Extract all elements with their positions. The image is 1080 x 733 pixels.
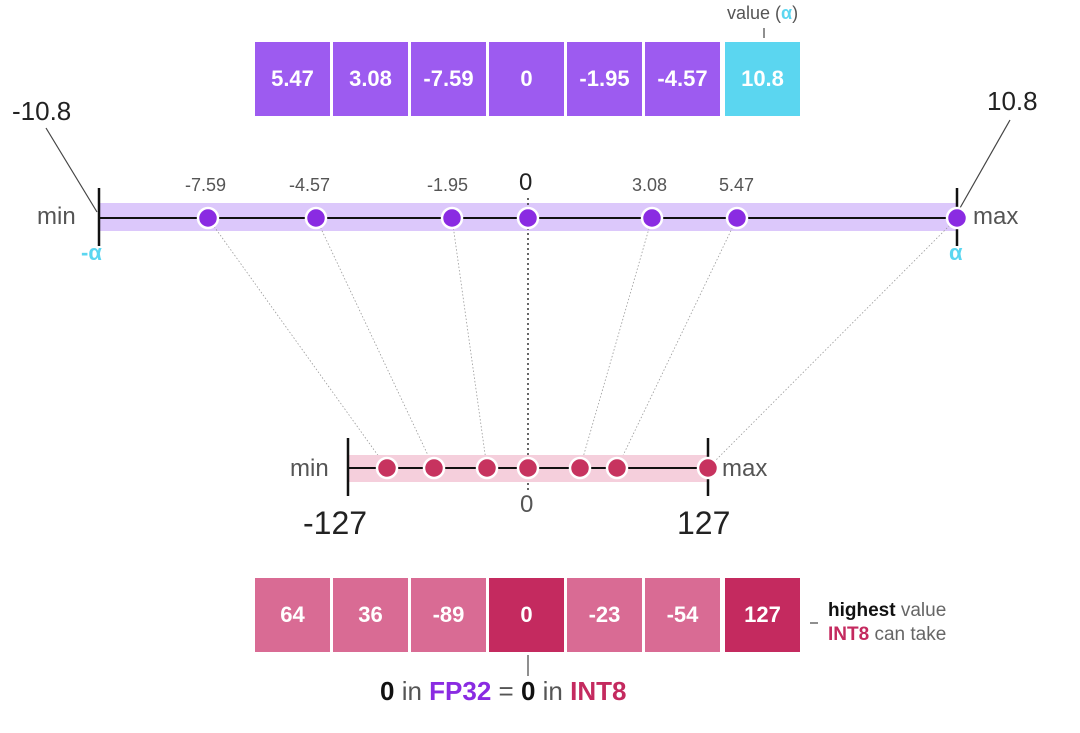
int8-max-label: max xyxy=(722,455,768,482)
fp32-point xyxy=(516,206,540,230)
fp32-cell: -4.57 xyxy=(645,42,720,116)
int8-max-cell: 127 xyxy=(725,578,800,652)
mapping-line xyxy=(707,217,958,469)
caption-zero-int8: 0 xyxy=(520,676,536,706)
fp32-pos-alpha: α xyxy=(949,240,963,265)
int8-zero-label: 0 xyxy=(520,491,534,518)
fp32-cell: -7.59 xyxy=(411,42,486,116)
fp32-point xyxy=(196,206,220,230)
mapping-line xyxy=(616,217,738,469)
fp32-point xyxy=(945,206,969,230)
int8-cell: 64 xyxy=(255,578,330,652)
int8-cell: 36 xyxy=(333,578,408,652)
caption-in-a: in xyxy=(394,676,430,706)
fp32-point xyxy=(304,206,328,230)
fp32-min-value: -10.8 xyxy=(12,96,72,126)
alpha-value-note: value (α) xyxy=(727,3,798,24)
int8-point xyxy=(422,456,446,480)
int8-zero-cell: 0 xyxy=(489,578,564,652)
mapping-line xyxy=(315,217,435,469)
fp32-cell: -1.95 xyxy=(567,42,642,116)
mapping-line xyxy=(207,217,388,469)
int8-point xyxy=(605,456,629,480)
fp32-alpha-cell: 10.8 xyxy=(725,42,800,116)
int8-min-value: -127 xyxy=(303,505,368,541)
int8-point xyxy=(475,456,499,480)
fp32-max-value: 10.8 xyxy=(987,86,1038,116)
fp32-tick-label: -7.59 xyxy=(185,175,227,195)
int8-max-value: 127 xyxy=(677,505,731,541)
note-highest: highest xyxy=(828,600,896,621)
fp32-cell: 0 xyxy=(489,42,564,116)
fp32-neg-alpha: -α xyxy=(81,240,102,265)
fp32-cell: 3.08 xyxy=(333,42,408,116)
int8-highest-note: highest value INT8 can take xyxy=(828,599,946,647)
caption-eq: = xyxy=(491,676,521,706)
fp32-tick-label: 5.47 xyxy=(719,175,755,195)
int8-point xyxy=(375,456,399,480)
int8-cell: -23 xyxy=(567,578,642,652)
caption-zero-fp32: 0 xyxy=(380,676,395,706)
int8-cell: -89 xyxy=(411,578,486,652)
fp32-tick-label: -4.57 xyxy=(289,175,331,195)
int8-point xyxy=(568,456,592,480)
min-leader-line xyxy=(45,127,98,213)
zero-equivalence-caption: 0 in FP32 = 0 in INT8 xyxy=(380,676,626,707)
alpha-symbol: α xyxy=(781,3,793,23)
mapping-line xyxy=(451,217,488,469)
alpha-note-text: value ( xyxy=(727,3,782,23)
note-value: value xyxy=(895,600,947,621)
fp32-cell: 5.47 xyxy=(255,42,330,116)
int8-point xyxy=(696,456,720,480)
fp32-point xyxy=(440,206,464,230)
alpha-note-close: ) xyxy=(792,3,799,23)
fp32-zero-label: 0 xyxy=(519,169,533,196)
mapping-lines xyxy=(207,217,958,469)
note-int8: INT8 xyxy=(828,624,870,645)
fp32-tick-label: 3.08 xyxy=(632,175,668,195)
max-leader-line xyxy=(959,119,1011,209)
fp32-point xyxy=(725,206,749,230)
caption-fp32: FP32 xyxy=(429,676,492,706)
caption-in-b: in xyxy=(535,676,571,706)
fp32-tick-label: -1.95 xyxy=(427,175,469,195)
note-can-take: can take xyxy=(869,624,947,645)
fp32-point xyxy=(640,206,664,230)
caption-int8: INT8 xyxy=(570,676,627,706)
mapping-line xyxy=(579,217,653,469)
int8-min-label: min xyxy=(290,455,329,482)
fp32-max-label: max xyxy=(973,203,1019,230)
int8-cell: -54 xyxy=(645,578,720,652)
int8-point xyxy=(516,456,540,480)
fp32-min-label: min xyxy=(37,203,76,230)
